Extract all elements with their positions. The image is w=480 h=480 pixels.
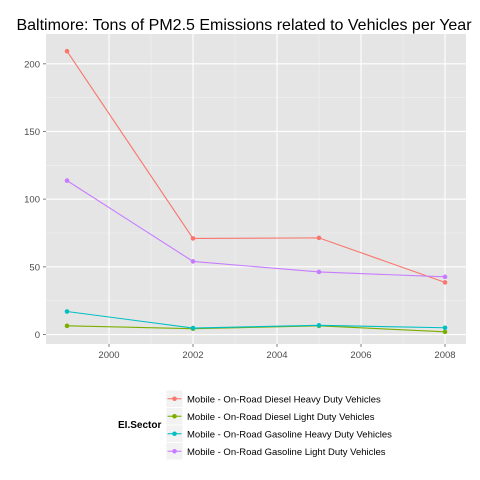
x-tick-label: 2000 [98, 350, 119, 361]
x-tick-label: 2006 [350, 350, 371, 361]
data-point [190, 325, 196, 331]
data-point [64, 309, 70, 314]
y-tick-label: 200 [24, 59, 40, 70]
y-tick-label: 50 [29, 262, 40, 273]
data-point [442, 274, 448, 280]
legend-key-point [172, 396, 177, 402]
data-point [64, 323, 70, 329]
x-tick-label: 2004 [266, 350, 287, 361]
legend: EI.Sector Mobile - On-Road Diesel Heavy … [118, 389, 392, 461]
legend-key-point [172, 431, 177, 437]
series-lines [64, 48, 448, 335]
legend-item-label: Mobile - On-Road Gasoline Light Duty Veh… [187, 447, 386, 458]
y-tick-label: 0 [35, 330, 40, 341]
legend-key-point [172, 448, 177, 454]
data-point [316, 235, 322, 241]
x-tick-label: 2008 [434, 350, 455, 361]
data-point [64, 48, 70, 54]
chart-title: Baltimore: Tons of PM2.5 Emissions relat… [16, 17, 472, 34]
data-point [442, 280, 448, 285]
y-tick-label: 100 [24, 195, 40, 206]
series-line [66, 310, 446, 329]
data-point [442, 329, 448, 335]
legend-item-label: Mobile - On-Road Diesel Heavy Duty Vehic… [187, 394, 381, 405]
legend-key-point [172, 413, 177, 419]
data-point [442, 325, 448, 331]
legend-item-label: Mobile - On-Road Gasoline Heavy Duty Veh… [187, 429, 392, 440]
plot-panel [46, 34, 466, 344]
legend-title: EI.Sector [118, 420, 161, 431]
legend-item-label: Mobile - On-Road Diesel Light Duty Vehic… [187, 412, 375, 423]
x-tick-label: 2002 [182, 350, 203, 361]
series-line [66, 325, 446, 333]
series-line [66, 180, 446, 278]
data-point [64, 178, 70, 183]
y-axis: 0 50 100 150 200 [24, 59, 46, 341]
data-point [190, 259, 196, 264]
data-point [316, 323, 322, 328]
y-tick-label: 150 [24, 127, 40, 138]
x-axis: 2000 2002 2004 2006 2008 [98, 344, 456, 361]
data-point [190, 236, 196, 241]
data-point [316, 269, 322, 275]
series-line [66, 50, 446, 283]
